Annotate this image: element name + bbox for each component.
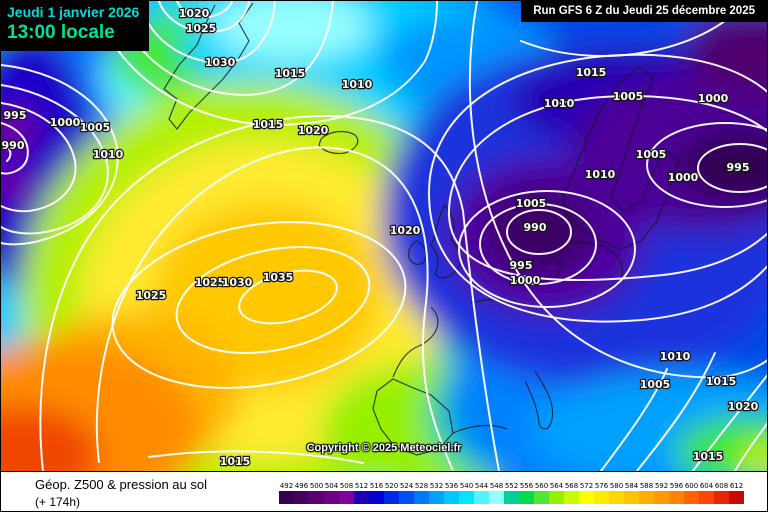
legend: 492 496 500 504 508 512 516 520 524 528 532 536 540 5…	[279, 481, 744, 504]
legend-cell: 592	[654, 481, 669, 504]
legend-cell: 576	[594, 481, 609, 504]
legend-cell: 564	[549, 481, 564, 504]
footer-text: Géop. Z500 & pression au sol (+ 174h)	[35, 477, 279, 509]
forecast-offset: (+ 174h)	[35, 494, 81, 509]
pressure-label: 1035	[263, 271, 294, 284]
legend-cell: 556	[519, 481, 534, 504]
legend-cell: 596	[669, 481, 684, 504]
legend-cell: 560	[534, 481, 549, 504]
legend-cell: 496	[294, 481, 309, 504]
legend-cell: 580	[609, 481, 624, 504]
legend-cell: 516	[369, 481, 384, 504]
pressure-label: 990	[2, 139, 25, 152]
legend-cell: 492	[279, 481, 294, 504]
pressure-label: 1000	[668, 171, 699, 184]
legend-cell: 524	[399, 481, 414, 504]
footer-bar: Géop. Z500 & pression au sol (+ 174h) 49…	[1, 471, 767, 511]
legend-cell: 588	[639, 481, 654, 504]
pressure-label: 1020	[179, 7, 210, 20]
forecast-date: Jeudi 1 janvier 2026	[7, 4, 140, 20]
pressure-label: 1005	[636, 148, 667, 161]
pressure-label: 1000	[510, 274, 541, 287]
legend-cell: 568	[564, 481, 579, 504]
legend-cell: 512	[354, 481, 369, 504]
pressure-label: 1005	[80, 121, 111, 134]
copyright: Copyright © 2025 Meteociel.fr	[306, 442, 462, 454]
legend-cell: 572	[579, 481, 594, 504]
pressure-label: 995	[727, 161, 750, 174]
legend-cell: 608	[714, 481, 729, 504]
coastlines	[163, 2, 680, 456]
pressure-label: 1015	[576, 66, 607, 79]
pressure-label: 1030	[222, 276, 253, 289]
pressure-label: 1025	[186, 22, 217, 35]
pressure-label: 1025	[136, 289, 167, 302]
forecast-map: 1020 1025 1030 1015 1010 995 1000 1005 990 1010 10…	[1, 1, 767, 471]
pressure-label: 995	[4, 109, 27, 122]
map-title: Géop. Z500 & pression au sol	[35, 476, 207, 492]
legend-cell: 532	[429, 481, 444, 504]
pressure-label: 1015	[693, 450, 724, 463]
legend-cell: 520	[384, 481, 399, 504]
legend-cell: 600	[684, 481, 699, 504]
pressure-label: 1030	[205, 56, 236, 69]
pressure-label: 995	[510, 259, 533, 272]
pressure-label: 1000	[698, 92, 729, 105]
legend-cell: 612	[729, 481, 744, 504]
pressure-label: 1020	[298, 124, 329, 137]
date-overlay: Jeudi 1 janvier 2026 13:00 locale	[1, 1, 150, 51]
legend-cell: 508	[339, 481, 354, 504]
pressure-label: 1010	[93, 148, 124, 161]
pressure-label: 1010	[660, 350, 691, 363]
pressure-label: 1010	[544, 97, 575, 110]
pressure-label: 1015	[275, 67, 306, 80]
pressure-label: 1010	[585, 168, 616, 181]
legend-cell: 548	[489, 481, 504, 504]
pressure-label: 990	[524, 221, 547, 234]
legend-cell: 528	[414, 481, 429, 504]
pressure-label: 1005	[613, 90, 644, 103]
legend-cell: 540	[459, 481, 474, 504]
pressure-label: 1005	[640, 378, 671, 391]
pressure-label: 1020	[728, 400, 759, 413]
contour-lines	[1, 1, 767, 471]
color-field	[1, 1, 767, 471]
pressure-label: 1015	[706, 375, 737, 388]
legend-cell: 584	[624, 481, 639, 504]
pressure-label: 1000	[50, 116, 81, 129]
legend-cell: 536	[444, 481, 459, 504]
legend-cell: 604	[699, 481, 714, 504]
pressure-label: 1025	[195, 276, 226, 289]
pressure-label: 1005	[516, 197, 547, 210]
legend-cell: 500	[309, 481, 324, 504]
pressure-label: 1020	[390, 224, 421, 237]
legend-cell: 544	[474, 481, 489, 504]
pressure-label: 1015	[253, 118, 284, 131]
legend-cell: 552	[504, 481, 519, 504]
pressure-label: 1010	[342, 78, 373, 91]
pressure-label: 1015	[220, 455, 251, 468]
legend-cell: 504	[324, 481, 339, 504]
run-info: Run GFS 6 Z du Jeudi 25 décembre 2025	[521, 1, 767, 22]
forecast-time: 13:00 locale	[7, 22, 115, 43]
